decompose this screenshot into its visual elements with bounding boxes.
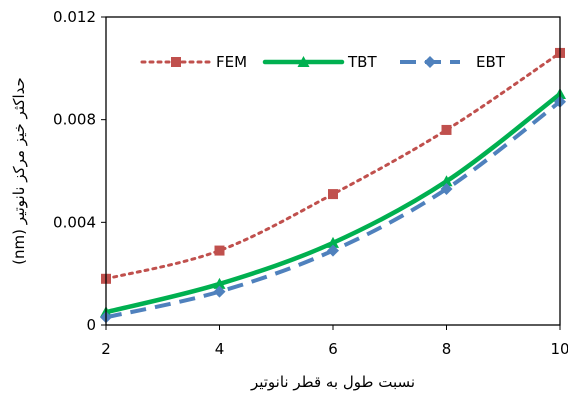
ticks-layer: 2 4 6 8 10 0 0.004 0.008 0.012 [53, 8, 568, 358]
legend-item-fem: FEM [140, 53, 247, 71]
y-axis-title: حداکثر خیز مرکز نانوتیر (nm) [10, 77, 28, 265]
x-tick-label: 2 [101, 340, 111, 358]
legend-label-fem: FEM [216, 53, 247, 71]
x-tick-label: 6 [328, 340, 338, 358]
y-tick-label: 0.008 [53, 111, 96, 129]
legend-item-tbt: TBT [262, 53, 377, 71]
series-tbt [100, 88, 566, 318]
legend-marker-fem [171, 57, 181, 67]
series-layer [100, 47, 566, 324]
data-point-fem [328, 189, 338, 200]
data-point-ebt [213, 285, 226, 298]
x-tick-label: 8 [442, 340, 452, 358]
legend: FEM TBT EBT [140, 53, 506, 71]
x-axis-title: نسبت طول به قطر نانوتیر [250, 373, 415, 391]
legend-label-tbt: TBT [347, 53, 377, 71]
data-point-fem [441, 124, 452, 135]
data-point-tbt [327, 236, 339, 248]
data-point-tbt [440, 175, 453, 187]
x-tick-label: 10 [550, 340, 568, 358]
legend-item-ebt: EBT [400, 53, 506, 71]
x-tick-label: 4 [215, 340, 225, 358]
data-point-tbt [213, 277, 226, 289]
legend-marker-tbt [297, 56, 310, 67]
legend-label-ebt: EBT [476, 53, 506, 71]
y-tick-label: 0.004 [53, 213, 96, 231]
y-tick-label: 0.012 [53, 8, 96, 26]
data-point-ebt [327, 244, 339, 257]
data-point-ebt [440, 182, 453, 195]
y-tick-label: 0 [86, 316, 96, 334]
series-line-ebt [105, 100, 562, 320]
legend-marker-ebt [424, 56, 436, 68]
series-line-tbt [103, 91, 563, 315]
series-ebt [100, 95, 566, 324]
data-point-fem [214, 245, 225, 256]
